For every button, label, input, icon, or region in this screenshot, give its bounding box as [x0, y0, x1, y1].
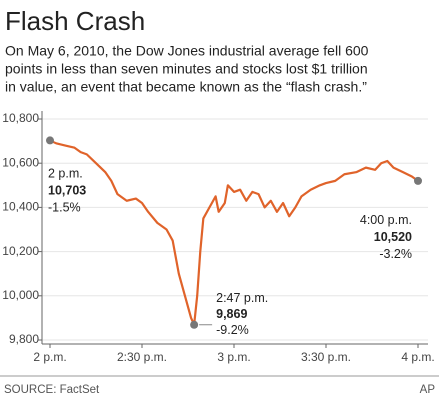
x-tick-label: 2 p.m. — [33, 350, 66, 364]
annotation-text: -3.2% — [379, 247, 412, 261]
x-tick-label: 3:30 p.m. — [301, 350, 351, 364]
x-tick-label: 4 p.m. — [401, 350, 434, 364]
y-tick-label: 10,400 — [2, 200, 39, 214]
y-tick-label: 10,600 — [2, 155, 39, 169]
annotation-dot — [190, 320, 199, 329]
x-tick-label: 3 p.m. — [217, 350, 250, 364]
y-tick-label: 9,800 — [9, 332, 39, 346]
annotation-text: 2 p.m. — [48, 167, 83, 181]
y-tick-label: 10,200 — [2, 244, 39, 258]
x-tick-label: 2:30 p.m. — [117, 350, 167, 364]
annotation-text: 10,703 — [48, 184, 86, 198]
annotation-text: 9,869 — [216, 307, 247, 321]
y-tick-label: 10,000 — [2, 288, 39, 302]
series-line — [49, 139, 419, 326]
chart-title: Flash Crash — [5, 6, 145, 36]
source: SOURCE: FactSet — [4, 384, 100, 396]
credit: AP — [420, 384, 436, 396]
subtitle: points in less than seven minutes and st… — [5, 61, 368, 77]
annotation-text: -1.5% — [48, 201, 81, 215]
annotation-text: -9.2% — [216, 323, 249, 337]
annotation-dot — [46, 136, 54, 145]
annotation-text: 2:47 p.m. — [216, 291, 268, 305]
subtitle: in value, an event that became known as … — [5, 79, 367, 95]
annotation-text: 4:00 p.m. — [360, 213, 412, 227]
subtitle: On May 6, 2010, the Dow Jones industrial… — [5, 43, 369, 59]
annotation-text: 10,520 — [374, 230, 412, 244]
y-tick-label: 10,800 — [2, 111, 39, 125]
annotation-dot — [414, 176, 422, 185]
